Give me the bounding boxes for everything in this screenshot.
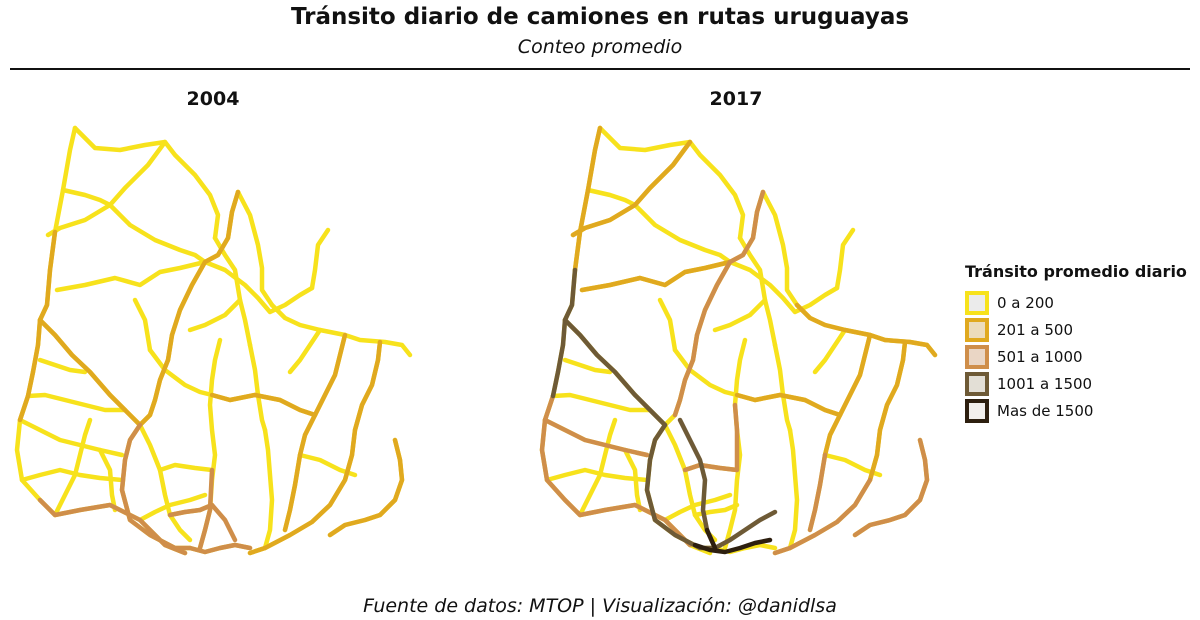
- legend-title: Tránsito promedio diario: [965, 262, 1187, 281]
- road-segment-501-1000: [682, 402, 740, 473]
- road-segment-201-500: [17, 229, 58, 423]
- legend-swatch: [965, 398, 989, 423]
- road-segment-501-1000: [167, 502, 238, 543]
- legend-label: 501 a 1000: [997, 347, 1083, 366]
- map-title: Tránsito diario de camiones en rutas uru…: [290, 4, 910, 30]
- road-segment-mas-1500: [692, 537, 773, 555]
- road-segment-mas-1500: [704, 527, 718, 551]
- road-segment-201-500: [209, 392, 318, 418]
- roads-higher-2017: [539, 125, 938, 556]
- roads-0-200: [17, 128, 410, 553]
- legend-swatch: [965, 290, 989, 315]
- panel-title-2004: 2004: [186, 88, 240, 110]
- road-segment-1001-1500: [550, 267, 578, 399]
- road-segment-501-1000: [539, 393, 693, 548]
- legend-swatch: [965, 317, 989, 342]
- roads-0-200: [542, 128, 935, 553]
- road-segment-501-1000: [672, 189, 766, 418]
- road-segment-501-1000: [37, 497, 188, 556]
- legend-item: 501 a 1000: [965, 343, 1187, 370]
- legend-item: Mas de 1500: [965, 397, 1187, 424]
- legend-label: 0 a 200: [997, 293, 1054, 312]
- legend-label: 201 a 500: [997, 320, 1073, 339]
- header-divider: [10, 68, 1190, 70]
- legend-label: Mas de 1500: [997, 401, 1094, 420]
- legend-label: 1001 a 1500: [997, 374, 1093, 393]
- road-segment-201-500: [570, 139, 693, 238]
- road-segment-201-500: [579, 259, 733, 293]
- road-segment-501-1000: [542, 417, 650, 458]
- road-segment-201-500: [867, 339, 908, 483]
- legend-swatch: [965, 344, 989, 369]
- road-segment-201-500: [327, 437, 405, 538]
- road-segment-501-1000: [772, 477, 873, 556]
- road-segment-1001-1500: [677, 417, 718, 551]
- map-subtitle: Conteo promedio: [517, 36, 683, 58]
- road-segment-201-500: [822, 332, 873, 458]
- road-segment-501-1000: [807, 452, 828, 533]
- panel-title-2017: 2017: [709, 88, 763, 110]
- road-segment-1001-1500: [712, 509, 778, 551]
- legend-item: 0 a 200: [965, 289, 1187, 316]
- legend: Tránsito promedio diario 0 a 200 201 a 5…: [965, 262, 1187, 424]
- road-segment-201-500: [572, 125, 603, 273]
- road-segment-201-500: [734, 392, 843, 418]
- map-2017: [539, 125, 938, 556]
- legend-swatch: [965, 371, 989, 396]
- road-segment-501-1000: [197, 467, 215, 551]
- road-segment-201-500: [137, 189, 241, 428]
- road-segment-501-1000: [852, 437, 930, 538]
- road-segment-1001-1500: [562, 317, 668, 428]
- source-caption: Fuente de datos: MTOP | Visualización: @…: [363, 595, 837, 617]
- map-2004: [17, 128, 410, 556]
- legend-item: 201 a 500: [965, 316, 1187, 343]
- legend-item: 1001 a 1500: [965, 370, 1187, 397]
- road-segment-201-500: [282, 332, 348, 533]
- road-segment-201-500: [37, 317, 143, 428]
- roads-higher-2004: [17, 189, 405, 556]
- road-segment-201-500: [247, 339, 383, 556]
- road-segment-201-500: [794, 302, 938, 358]
